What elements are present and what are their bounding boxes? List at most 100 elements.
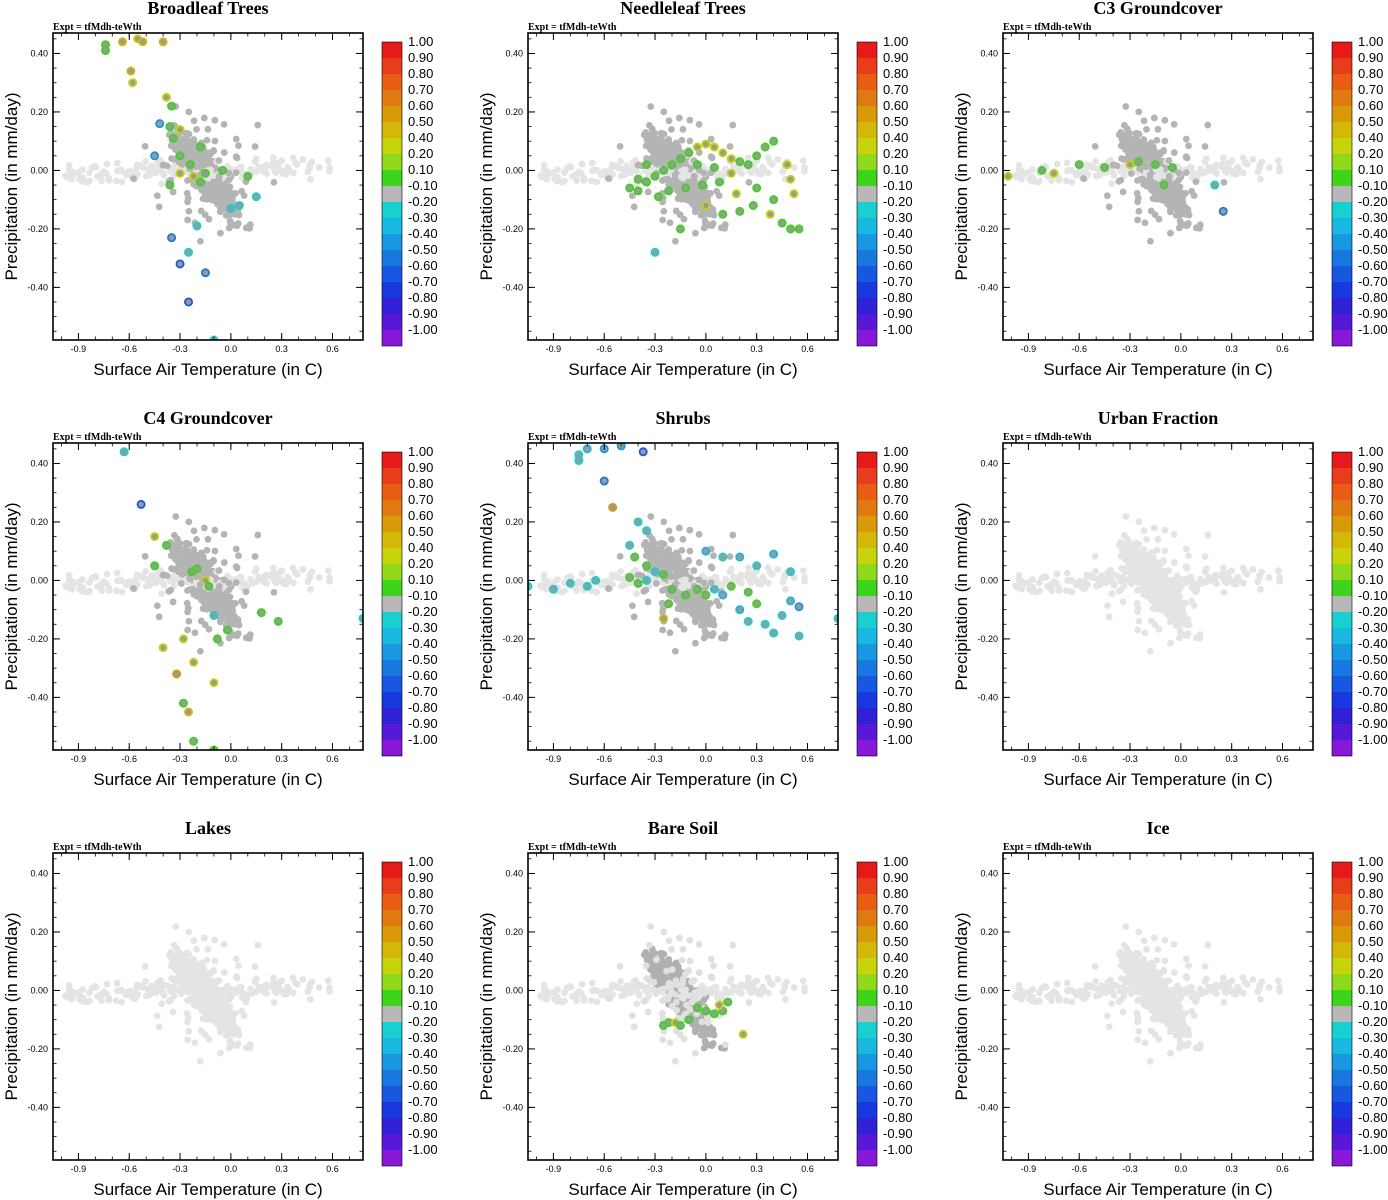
x-tick-label: 0.3 (1225, 344, 1238, 354)
background-point (1024, 169, 1032, 176)
highlight-point (642, 177, 652, 187)
background-point (1146, 171, 1154, 179)
background-point (171, 531, 178, 539)
background-point (706, 221, 714, 229)
background-point (142, 157, 149, 165)
colorbar-label: -0.80 (408, 290, 438, 305)
panel-title: Shrubs (655, 408, 710, 428)
background-point (1155, 193, 1162, 201)
background-point (1173, 198, 1181, 206)
background-point (1265, 164, 1273, 171)
background-point (679, 569, 687, 577)
highlight-point (765, 209, 775, 219)
background-point (744, 564, 752, 572)
highlight-point (633, 174, 643, 184)
colorbar-label: -0.20 (408, 604, 438, 619)
highlight-point (735, 206, 745, 216)
highlight-point (714, 177, 724, 187)
colorbar-label: -0.50 (883, 242, 913, 257)
x-axis-label: Surface Air Temperature (in C) (93, 360, 322, 379)
background-point (146, 581, 153, 589)
colorbar-swatch (382, 724, 402, 740)
background-point (660, 518, 668, 526)
highlight-point (667, 584, 677, 594)
background-point (193, 125, 200, 133)
background-point (1142, 163, 1150, 171)
highlight-point (200, 268, 210, 278)
background-point (621, 171, 628, 179)
background-point (1147, 207, 1155, 215)
colorbar-label: 1.00 (408, 444, 433, 459)
colorbar-label: -0.70 (883, 274, 913, 289)
background-point (630, 613, 638, 621)
colorbar-swatch (1332, 74, 1352, 90)
highlight-point (633, 517, 643, 527)
colorbar-label: 0.90 (408, 50, 433, 65)
highlight-point (697, 180, 707, 190)
background-point (1135, 207, 1143, 215)
background-point (1192, 178, 1200, 186)
colorbar-label: 0.10 (408, 572, 433, 587)
background-point (666, 219, 674, 227)
background-point (679, 174, 687, 182)
background-point (220, 120, 228, 128)
background-point (226, 211, 234, 219)
highlight-point (168, 133, 178, 143)
background-point (623, 162, 631, 170)
background-point (790, 574, 798, 581)
colorbar-label: -0.60 (883, 258, 913, 273)
highlight-point (777, 611, 787, 621)
y-tick-label: -0.40 (977, 282, 998, 292)
background-point (204, 159, 212, 167)
highlight-point (222, 625, 232, 635)
background-point (1133, 189, 1141, 197)
highlight-point (833, 613, 838, 623)
y-tick-label: 0.40 (505, 48, 523, 58)
x-tick-label: 0.0 (225, 754, 238, 764)
background-point (1181, 221, 1189, 229)
background-point (218, 190, 225, 198)
colorbar-swatch (857, 314, 877, 330)
highlight-point (209, 611, 219, 621)
background-point (691, 639, 699, 647)
background-point (94, 582, 101, 590)
highlight-point (659, 165, 669, 175)
colorbar-label: -0.20 (883, 604, 913, 619)
colorbar-label: -0.50 (883, 652, 913, 667)
background-point (155, 613, 163, 621)
background-point (155, 203, 163, 211)
background-point (1127, 136, 1135, 144)
colorbar-swatch (857, 660, 877, 676)
highlight-point (175, 168, 185, 178)
background-point (588, 159, 596, 167)
colorbar-swatch (857, 58, 877, 74)
highlight-point (1100, 162, 1110, 172)
colorbar-label: -0.80 (408, 700, 438, 715)
background-point (659, 177, 666, 184)
background-point (1206, 166, 1214, 173)
background-point (744, 154, 752, 162)
background-point (768, 160, 776, 168)
colorbar-label: 0.20 (883, 556, 908, 571)
background-point (238, 597, 246, 605)
background-point (168, 168, 176, 175)
background-point (706, 631, 714, 639)
colorbar-swatch (382, 708, 402, 724)
highlight-point (1159, 180, 1169, 190)
background-point (693, 201, 700, 209)
colorbar-swatch (857, 548, 877, 564)
background-point (218, 600, 225, 608)
background-point (695, 559, 703, 566)
background-point (175, 158, 183, 166)
background-point (220, 559, 228, 566)
background-point (196, 647, 204, 655)
background-point (678, 546, 686, 554)
background-point (263, 580, 271, 587)
highlight-point (794, 224, 804, 234)
background-point (215, 567, 223, 574)
background-point (306, 574, 314, 581)
x-tick-label: -0.9 (71, 344, 87, 354)
background-point (236, 163, 244, 171)
x-tick-label: -0.6 (596, 754, 612, 764)
background-point (1276, 167, 1283, 175)
